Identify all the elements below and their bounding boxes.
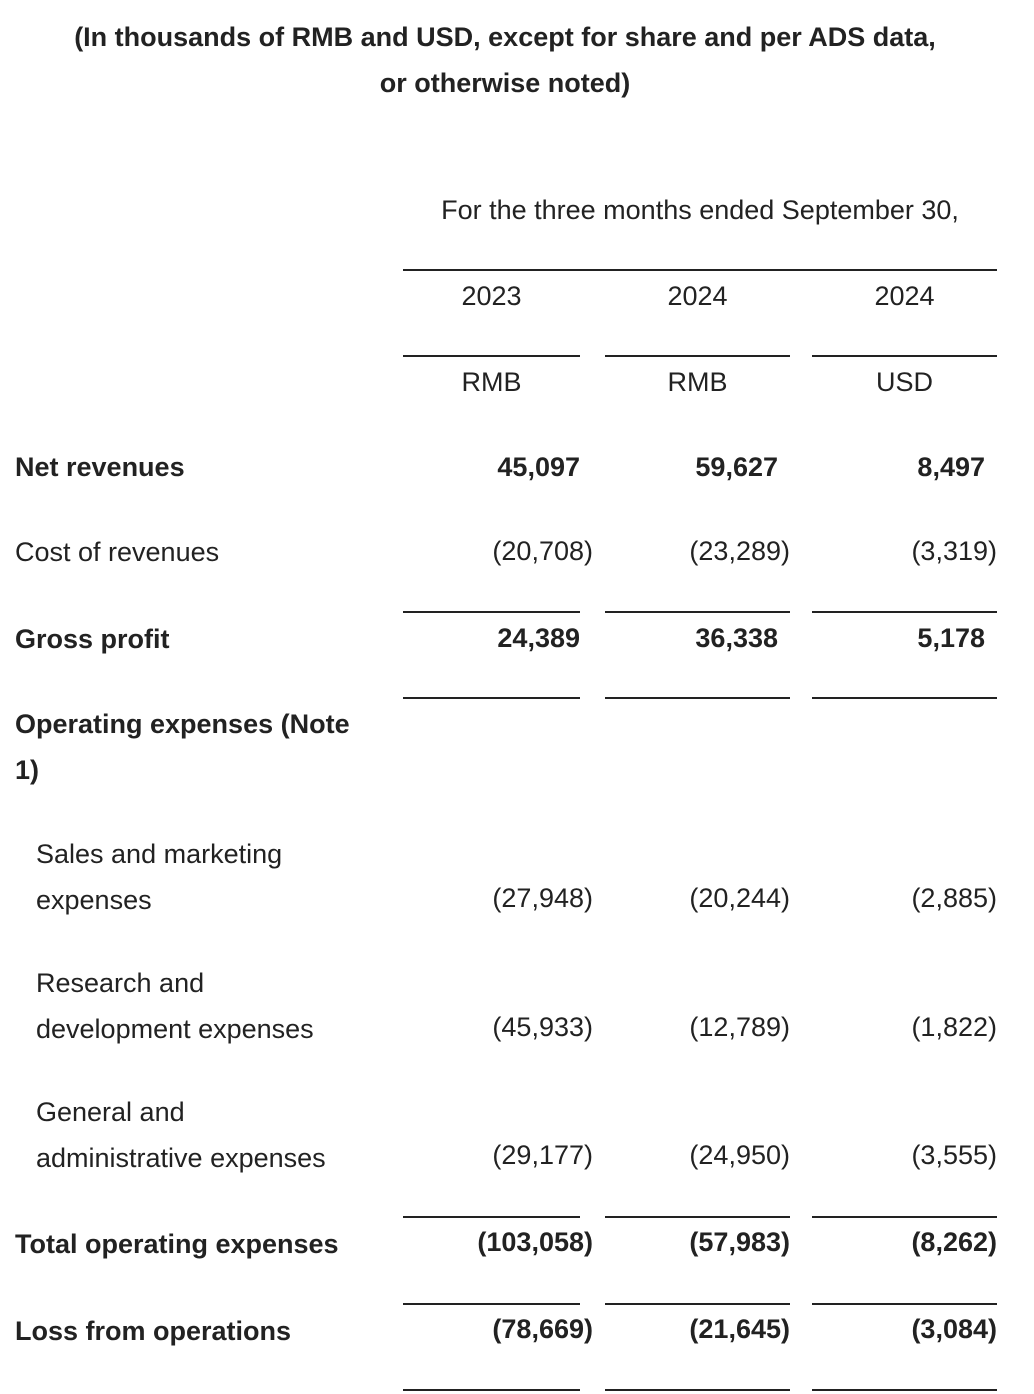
- general-admin-line-1: General and: [36, 1097, 185, 1127]
- total-operating-expenses-2024-usd: (8,262): [911, 1227, 997, 1257]
- gross-profit-2023: 24,389: [497, 623, 580, 653]
- general-admin-2024-rmb: (24,950): [689, 1140, 790, 1170]
- loss-rule-2: [605, 1303, 790, 1305]
- cost-of-revenues-2023: (20,708): [492, 536, 593, 566]
- sales-marketing-line-1: Sales and marketing: [36, 839, 283, 869]
- research-development-label: Research and development expenses: [36, 960, 314, 1052]
- loss-rule-3: [812, 1303, 997, 1305]
- gross-profit-label: Gross profit: [15, 624, 170, 654]
- loss-from-operations-label: Loss from operations: [15, 1316, 292, 1346]
- net-revenues-2023: 45,097: [497, 452, 580, 482]
- sales-marketing-2024-rmb: (20,244): [689, 883, 790, 913]
- year-rule-3: [812, 355, 997, 357]
- bottom-rule-3: [812, 1389, 997, 1391]
- operating-expenses-heading: Operating expenses (Note 1): [15, 701, 350, 793]
- sales-marketing-2023: (27,948): [492, 883, 593, 913]
- title-line-2: or otherwise noted): [379, 68, 631, 98]
- cost-of-revenues-2024-usd: (3,319): [911, 536, 997, 566]
- year-rule-2: [605, 355, 790, 357]
- research-development-2024-rmb: (12,789): [689, 1012, 790, 1042]
- cost-of-revenues-label: Cost of revenues: [15, 537, 220, 567]
- period-header: For the three months ended September 30,: [441, 195, 959, 225]
- general-admin-2023: (29,177): [492, 1140, 593, 1170]
- total-operating-expenses-2024-rmb: (57,983): [689, 1227, 790, 1257]
- net-revenues-2024-rmb: 59,627: [695, 452, 778, 482]
- period-rule: [403, 269, 997, 271]
- statement-title: (In thousands of RMB and USD, except for…: [0, 14, 1010, 106]
- loss-from-operations-2023: (78,669): [492, 1314, 593, 1344]
- operating-expenses-line-2: 1): [15, 755, 40, 785]
- research-development-2023: (45,933): [492, 1012, 593, 1042]
- year-rule-1: [403, 355, 580, 357]
- currency-header-2: RMB: [667, 367, 728, 397]
- currency-header-3: USD: [875, 367, 933, 397]
- gross-profit-rule-1: [403, 611, 580, 613]
- gross-profit-2024-rmb: 36,338: [695, 623, 778, 653]
- opex-rule-3: [812, 697, 997, 699]
- total-operating-expenses-2023: (103,058): [477, 1227, 593, 1257]
- gross-profit-rule-3: [812, 611, 997, 613]
- sales-marketing-2024-usd: (2,885): [911, 883, 997, 913]
- total-opex-rule-1: [403, 1216, 580, 1218]
- research-development-line-1: Research and: [36, 968, 205, 998]
- gross-profit-2024-usd: 5,178: [917, 623, 985, 653]
- loss-rule-1: [403, 1303, 580, 1305]
- general-admin-2024-usd: (3,555): [911, 1140, 997, 1170]
- year-header-3: 2024: [874, 281, 935, 311]
- net-revenues-label: Net revenues: [15, 452, 185, 482]
- cost-of-revenues-2024-rmb: (23,289): [689, 536, 790, 566]
- general-admin-line-2: administrative expenses: [36, 1143, 326, 1173]
- year-header-1: 2023: [461, 281, 522, 311]
- bottom-rule-1: [403, 1389, 580, 1391]
- opex-rule-2: [605, 697, 790, 699]
- opex-rule-1: [403, 697, 580, 699]
- bottom-rule-2: [605, 1389, 790, 1391]
- total-operating-expenses-label: Total operating expenses: [15, 1229, 339, 1259]
- year-header-2: 2024: [667, 281, 728, 311]
- general-admin-label: General and administrative expenses: [36, 1089, 326, 1181]
- net-revenues-2024-usd: 8,497: [917, 452, 985, 482]
- total-opex-rule-3: [812, 1216, 997, 1218]
- gross-profit-rule-2: [605, 611, 790, 613]
- loss-from-operations-2024-rmb: (21,645): [689, 1314, 790, 1344]
- research-development-2024-usd: (1,822): [911, 1012, 997, 1042]
- currency-header-1: RMB: [461, 367, 522, 397]
- total-opex-rule-2: [605, 1216, 790, 1218]
- sales-marketing-line-2: expenses: [36, 885, 152, 915]
- loss-from-operations-2024-usd: (3,084): [911, 1314, 997, 1344]
- research-development-line-2: development expenses: [36, 1014, 314, 1044]
- title-line-1: (In thousands of RMB and USD, except for…: [74, 22, 936, 52]
- sales-marketing-label: Sales and marketing expenses: [36, 831, 282, 923]
- operating-expenses-line-1: Operating expenses (Note: [15, 709, 350, 739]
